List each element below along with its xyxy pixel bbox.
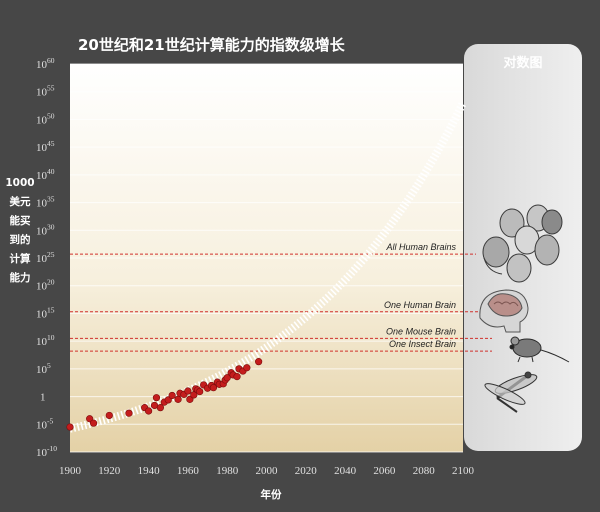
data-point — [209, 384, 218, 392]
data-point — [152, 394, 161, 402]
x-tick-label: 2020 — [295, 465, 318, 477]
x-tick-label: 2100 — [452, 465, 475, 477]
y-tick-label: 1060 — [36, 56, 55, 71]
data-point — [184, 387, 192, 395]
y-tick-label: 105 — [36, 361, 51, 376]
y-axis-label-line: 到的 — [10, 233, 31, 246]
data-point — [125, 409, 133, 417]
insect-icon — [484, 371, 538, 413]
y-axis-label-line: 能力 — [10, 271, 31, 284]
x-tick-label: 2000 — [256, 465, 279, 477]
gridlines — [70, 63, 463, 453]
chart-title: 20世纪和21世纪计算能力的指数级增长 — [78, 36, 346, 54]
data-point — [174, 395, 182, 403]
data-points — [66, 358, 263, 431]
data-point — [89, 419, 98, 427]
x-tick-label: 2080 — [413, 465, 436, 477]
data-point — [196, 387, 204, 396]
human-brain-icon — [479, 289, 529, 333]
y-tick-label: 1 — [40, 392, 46, 404]
y-tick-label: 1040 — [36, 167, 55, 182]
y-tick-label: 1030 — [36, 222, 55, 237]
y-tick-label: 10-10 — [36, 444, 57, 459]
y-axis-label-line: 1000 — [5, 177, 34, 189]
brain-thresholds: All Human Brains One Human Brain One Mouse… — [70, 242, 492, 352]
panel-title: 对数图 — [503, 55, 542, 71]
threshold-label: One Mouse Brain — [386, 326, 456, 336]
x-tick-label: 2040 — [334, 465, 357, 477]
data-point — [156, 404, 164, 412]
y-tick-label: 10-5 — [36, 416, 53, 431]
x-tick-label: 1960 — [177, 465, 200, 477]
threshold-label: All Human Brains — [385, 242, 456, 252]
y-tick-label: 1010 — [36, 333, 55, 348]
y-tick-label: 1025 — [36, 250, 55, 265]
data-point — [105, 411, 113, 420]
x-tick-label: 1900 — [59, 465, 82, 477]
x-tick-label: 1920 — [98, 465, 121, 477]
y-tick-label: 1035 — [36, 195, 55, 210]
y-axis-label-line: 计算 — [10, 252, 31, 265]
data-point — [243, 364, 251, 372]
x-tick-label: 2060 — [373, 465, 396, 477]
human-heads-icon — [482, 204, 563, 283]
y-axis-label-line: 美元 — [10, 195, 31, 208]
x-tick-label: 1980 — [216, 465, 239, 477]
data-point — [233, 373, 241, 381]
y-tick-label: 1045 — [36, 139, 55, 154]
mouse-icon — [509, 336, 570, 363]
trend-line — [69, 101, 467, 433]
threshold-label: One Insect Brain — [389, 339, 456, 349]
data-point — [145, 407, 153, 415]
y-tick-label: 1055 — [36, 84, 55, 99]
data-point — [168, 391, 176, 400]
x-axis-label: 年份 — [261, 488, 282, 501]
data-point — [66, 423, 74, 431]
x-axis-ticks: 1900 1920 1940 1960 1980 2000 2020 2040 2060 2080… — [59, 465, 475, 477]
data-point — [223, 374, 231, 382]
y-tick-label: 1015 — [36, 305, 55, 320]
y-axis-ticks: 10-10 10-5 1 105 1010 1015 1020 1025 1030 1035 104… — [36, 56, 57, 459]
y-tick-label: 1020 — [36, 278, 55, 293]
exponential-trend — [69, 101, 467, 433]
data-point — [255, 358, 263, 366]
x-tick-label: 1940 — [138, 465, 161, 477]
y-tick-label: 1050 — [36, 111, 55, 126]
y-axis-label-line: 能买 — [10, 214, 31, 227]
threshold-label: One Human Brain — [384, 300, 456, 310]
